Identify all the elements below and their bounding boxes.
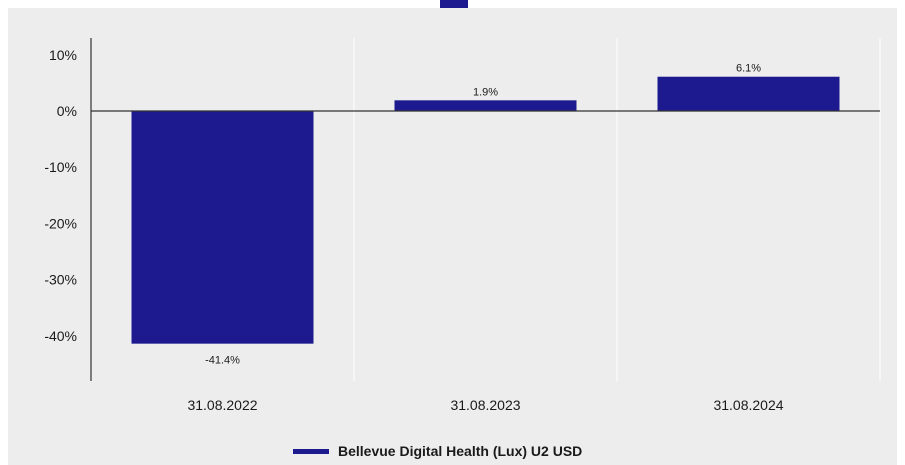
data-label: 1.9%: [473, 86, 498, 98]
data-label: 6.1%: [736, 63, 761, 75]
data-label: -41.4%: [205, 355, 240, 367]
y-tick-label: -40%: [44, 328, 77, 344]
bars: [131, 76, 840, 344]
x-tick-label: 31.08.2023: [450, 397, 520, 413]
labels: -41.4% 31.08.2022 1.9% 31.08.2023 6.1% 31.08.…: [44, 47, 783, 413]
bar-31.08.2023: [394, 100, 577, 111]
legend-swatch: [293, 448, 329, 454]
y-tick-label: -30%: [44, 272, 77, 288]
bar-31.08.2022: [131, 111, 314, 344]
y-tick-label: 10%: [49, 47, 77, 63]
gridlines: [353, 38, 881, 381]
bar-31.08.2024: [657, 76, 840, 111]
legend: Bellevue Digital Health (Lux) U2 USD: [293, 440, 582, 462]
y-tick-label: -20%: [44, 215, 77, 231]
legend-label: Bellevue Digital Health (Lux) U2 USD: [338, 443, 583, 459]
top-accent: [440, 0, 468, 8]
x-tick-label: 31.08.2024: [713, 397, 783, 413]
y-tick-label: 0%: [57, 103, 77, 119]
axes: [90, 38, 880, 381]
x-tick-label: 31.08.2022: [187, 397, 257, 413]
y-tick-label: -10%: [44, 159, 77, 175]
